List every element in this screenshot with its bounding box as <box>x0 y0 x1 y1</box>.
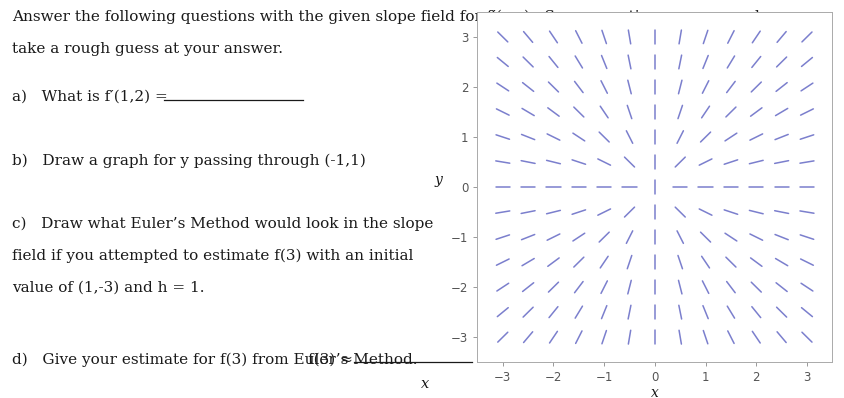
Text: c)   Draw what Euler’s Method would look in the slope: c) Draw what Euler’s Method would look i… <box>12 217 433 231</box>
Text: Answer the following questions with the given slope field for f′(x,y).  Some que: Answer the following questions with the … <box>12 10 768 24</box>
Text: d)   Give your estimate for f(3) from Euler’s Method.: d) Give your estimate for f(3) from Eule… <box>12 352 417 367</box>
Y-axis label: y: y <box>434 173 441 187</box>
Text: a)   What is f′(1,2) =: a) What is f′(1,2) = <box>12 90 172 103</box>
Text: f(3) ≈: f(3) ≈ <box>308 352 353 366</box>
X-axis label: x: x <box>650 386 658 398</box>
Text: b)   Draw a graph for y passing through (-1,1): b) Draw a graph for y passing through (-… <box>12 153 365 168</box>
Text: x: x <box>421 377 430 391</box>
Text: field if you attempted to estimate f(3) with an initial: field if you attempted to estimate f(3) … <box>12 249 413 263</box>
Text: take a rough guess at your answer.: take a rough guess at your answer. <box>12 42 283 56</box>
Text: value of (1,-3) and h = 1.: value of (1,-3) and h = 1. <box>12 281 204 295</box>
